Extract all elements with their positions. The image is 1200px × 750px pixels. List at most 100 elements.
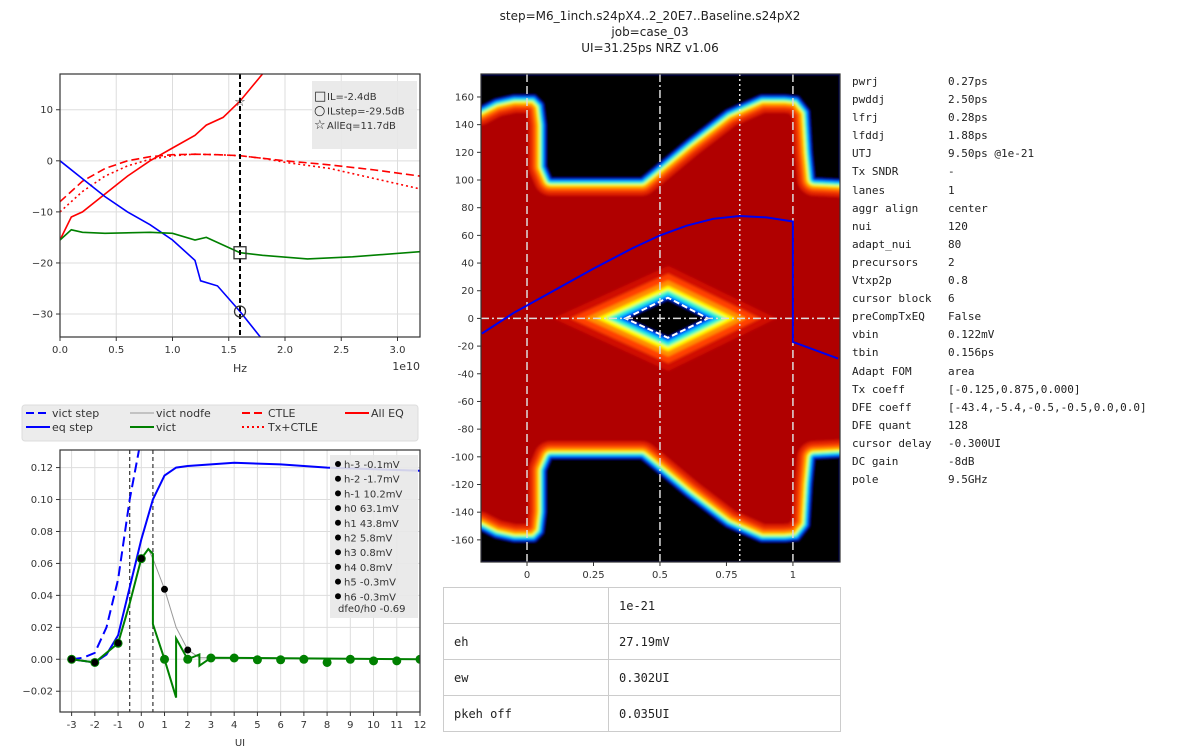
y-tick-label: −0.02	[22, 687, 53, 698]
y-tick-label: -160	[451, 535, 474, 546]
y-tick-label: 0	[468, 314, 474, 325]
y-tick-label: -120	[451, 480, 474, 491]
annotation-text: h0 63.1mV	[344, 504, 399, 515]
sample-point	[299, 654, 309, 664]
plot-frame	[59, 449, 421, 713]
param-row: Tx coeff [-0.125,0.875,0.000]	[852, 381, 1147, 399]
param-key: pwrj	[852, 75, 879, 88]
x-tick-label: 2.0	[277, 345, 293, 356]
bullet-icon	[335, 505, 341, 512]
sample-point	[392, 656, 402, 666]
annotation-text: h5 -0.3mV	[344, 578, 396, 589]
param-value: 0.122mV	[948, 328, 995, 342]
param-key: DC gain	[852, 454, 899, 468]
bullet-icon	[335, 593, 341, 600]
sample-point	[160, 654, 170, 664]
y-tick-label: −10	[32, 207, 53, 218]
y-tick-label: 0.04	[31, 591, 53, 602]
legend-label: CTLE	[268, 407, 296, 420]
y-tick-label: -140	[451, 508, 474, 519]
cursor-point	[161, 585, 169, 593]
x-tick-label: 10	[367, 720, 380, 731]
legend-label: vict	[156, 421, 177, 434]
eye-opening	[625, 299, 708, 338]
param-row: UTJ 9.50ps @1e-21	[852, 145, 1147, 163]
param-value: [-43.4,-5.4,-0.5,-0.5,0.0,0.0]	[948, 400, 1147, 414]
figure-title: step=M6_1inch.s24pX4..2_20E7..Baseline.s…	[440, 8, 860, 56]
table-row: pkeh off 0.035UI	[443, 695, 841, 732]
param-value: area	[948, 364, 975, 378]
x-tick-label: 1.0	[165, 345, 181, 356]
legend-label: All EQ	[371, 407, 404, 420]
plot-area	[481, 74, 840, 562]
param-key: aggr align	[852, 201, 919, 215]
x-tick-label: 0	[138, 720, 144, 731]
param-key: lfrj	[852, 111, 879, 125]
sample-point	[276, 655, 286, 665]
x-tick-label: 11	[390, 720, 403, 731]
annotation-footer: dfe0/h0 -0.69	[338, 604, 406, 615]
param-row: DFE coeff [-43.4,-5.4,-0.5,-0.5,0.0,0.0]	[852, 399, 1147, 417]
series-line	[60, 228, 420, 260]
x-tick-label: 6	[277, 720, 283, 731]
series-line	[60, 153, 420, 213]
annotation-text: h6 -0.3mV	[344, 592, 396, 603]
param-value: 2	[948, 255, 955, 269]
param-key: pole	[852, 473, 879, 487]
bullet-icon	[335, 475, 341, 482]
y-tick-label: -100	[451, 452, 474, 463]
param-value: 80	[948, 237, 962, 251]
y-tick-label: 0.10	[31, 495, 53, 506]
square-icon: □	[314, 89, 326, 104]
bullet-icon	[335, 563, 341, 570]
param-key: tbin	[852, 346, 879, 360]
y-tick-label: −30	[32, 310, 53, 321]
cursor-point	[184, 646, 192, 654]
sample-point	[322, 657, 332, 667]
legend-label: eq step	[52, 421, 93, 434]
legend-label: vict nodfe	[156, 407, 211, 420]
x-tick-label: 0.5	[652, 570, 668, 581]
sample-point	[415, 654, 420, 664]
circle-marker	[233, 305, 247, 318]
param-value: 120	[948, 219, 968, 233]
table-cell: pkeh off	[443, 695, 609, 732]
y-tick-label: 120	[455, 148, 474, 159]
y-tick-label: -40	[458, 369, 474, 380]
legend-label: AllEq=11.7dB	[327, 121, 396, 132]
annotation-text: h2 5.8mV	[344, 534, 393, 545]
annotation-text: h-1 10.2mV	[344, 489, 402, 500]
annotation-text: h4 0.8mV	[344, 563, 393, 574]
annotation-text: h1 43.8mV	[344, 519, 399, 530]
param-row: nui 120	[852, 218, 1147, 236]
x-tick-label: 3.0	[390, 345, 406, 356]
bullet-icon	[335, 549, 341, 556]
y-tick-label: -80	[458, 425, 474, 436]
y-tick-label: −20	[32, 258, 53, 269]
y-tick-label: 0.06	[31, 559, 53, 570]
param-value: 2.50ps	[948, 93, 988, 107]
param-value: 6	[948, 292, 955, 306]
plot-frame	[480, 73, 841, 563]
x-tick-label: 1.5	[221, 345, 237, 356]
bullet-icon	[335, 534, 341, 541]
param-row: pwddj 2.50ps	[852, 91, 1147, 109]
series-line	[71, 547, 420, 698]
star-marker: ☆	[234, 95, 246, 110]
y-tick-label: 100	[455, 176, 474, 187]
table-cell: eh	[443, 623, 609, 660]
param-value: 0.8	[948, 274, 968, 288]
param-row: cursor block 6	[852, 290, 1147, 308]
param-value: -0.300UI	[948, 436, 1001, 450]
annotation-box	[330, 455, 418, 618]
param-value: 9.5GHz	[948, 473, 988, 487]
param-row: DC gain -8dB	[852, 453, 1147, 471]
y-tick-label: 0.02	[31, 623, 53, 634]
table-row: ew 0.302UI	[443, 659, 841, 696]
y-tick-label: 10	[40, 105, 53, 116]
pulse-trace	[481, 214, 839, 360]
series-line	[71, 450, 140, 661]
y-tick-label: 0.08	[31, 527, 53, 538]
param-row: Vtxp2p 0.8	[852, 272, 1147, 290]
pulse-response-chart: -3 -2 -1 0 1 2 3 4 5 6 7 8 9 10 11 12−0.020.000.020.040…	[22, 449, 426, 749]
